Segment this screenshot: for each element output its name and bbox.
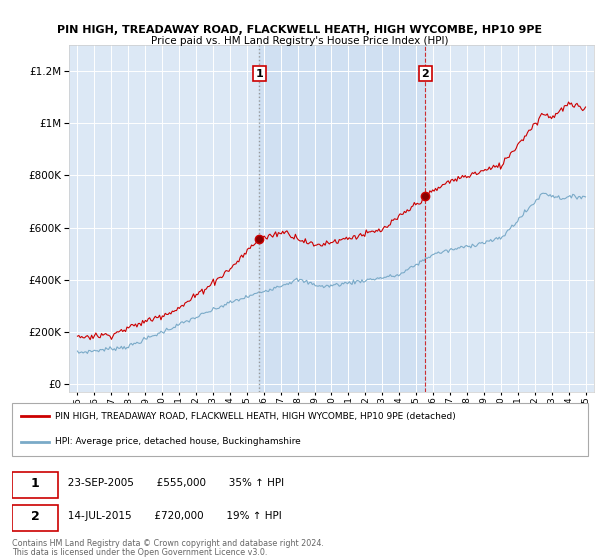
Text: 1: 1	[256, 68, 263, 78]
Text: This data is licensed under the Open Government Licence v3.0.: This data is licensed under the Open Gov…	[12, 548, 268, 557]
Text: 2: 2	[31, 510, 40, 523]
Text: HPI: Average price, detached house, Buckinghamshire: HPI: Average price, detached house, Buck…	[55, 437, 301, 446]
Text: 14-JUL-2015       £720,000       19% ↑ HPI: 14-JUL-2015 £720,000 19% ↑ HPI	[58, 511, 282, 521]
Text: 1: 1	[31, 477, 40, 489]
Text: 2: 2	[421, 68, 429, 78]
Text: 23-SEP-2005       £555,000       35% ↑ HPI: 23-SEP-2005 £555,000 35% ↑ HPI	[58, 478, 284, 488]
FancyBboxPatch shape	[12, 505, 58, 531]
Text: Contains HM Land Registry data © Crown copyright and database right 2024.: Contains HM Land Registry data © Crown c…	[12, 539, 324, 548]
FancyBboxPatch shape	[12, 403, 588, 456]
FancyBboxPatch shape	[12, 472, 58, 497]
Text: PIN HIGH, TREADAWAY ROAD, FLACKWELL HEATH, HIGH WYCOMBE, HP10 9PE (detached): PIN HIGH, TREADAWAY ROAD, FLACKWELL HEAT…	[55, 412, 456, 421]
Bar	[259, 45, 425, 392]
Text: Price paid vs. HM Land Registry's House Price Index (HPI): Price paid vs. HM Land Registry's House …	[151, 36, 449, 46]
Text: PIN HIGH, TREADAWAY ROAD, FLACKWELL HEATH, HIGH WYCOMBE, HP10 9PE: PIN HIGH, TREADAWAY ROAD, FLACKWELL HEAT…	[58, 25, 542, 35]
